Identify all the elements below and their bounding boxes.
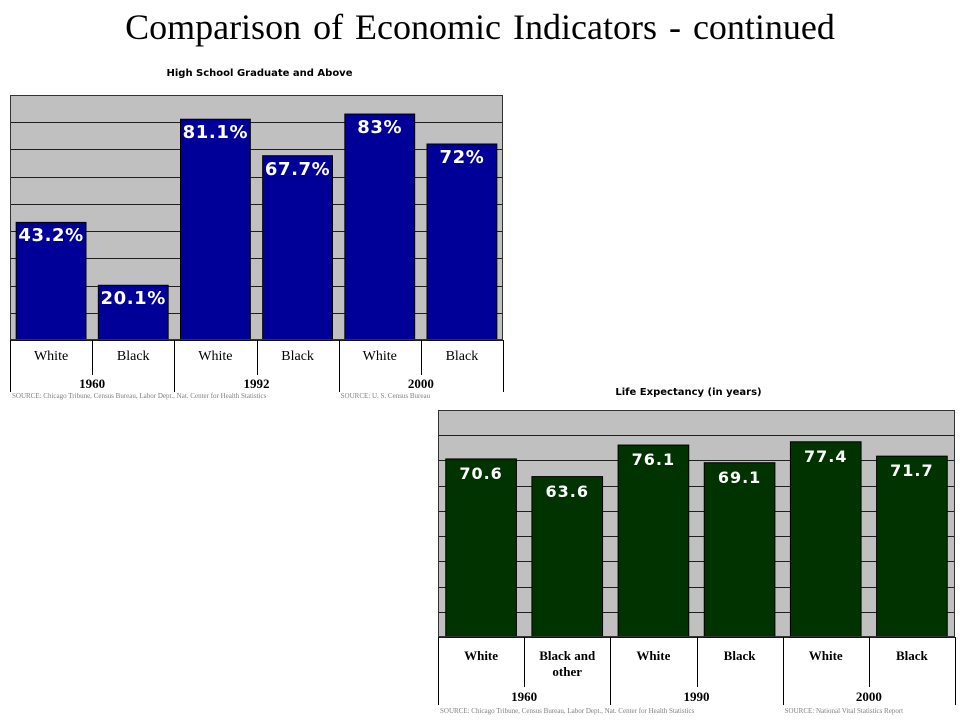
year-label-2000: 2000 [407, 376, 434, 391]
category-label-white: White [33, 349, 69, 364]
data-label-black-1960: 20.1% [100, 288, 166, 310]
bar-black-2000 [876, 455, 948, 638]
source-note: SOURCE: National Vital Statistics Report [784, 707, 904, 715]
source-note: SOURCE: U. S. Census Bureau [340, 392, 431, 400]
year-label-1990: 1990 [683, 689, 710, 704]
slide-title: Comparison of Economic Indicators - cont… [125, 7, 835, 47]
category-label-black: Black [723, 648, 756, 663]
year-label-2000: 2000 [855, 689, 882, 704]
data-label-black-2000: 72% [439, 147, 485, 168]
category-label-black: Black [281, 349, 314, 364]
plot-area [10, 95, 503, 340]
plot-border [438, 410, 955, 637]
chart-title: Life Expectancy (in years) [615, 387, 762, 398]
category-label-black-and-other: Black and other [539, 648, 596, 679]
data-label-white-2000: 83% [357, 117, 403, 139]
data-label-white-1960: 70.6 [459, 463, 503, 483]
bar-white-1960 [445, 458, 517, 638]
category-label-white: White [198, 349, 233, 364]
category-label-white: White [636, 648, 671, 663]
year-label-1960: 1960 [79, 376, 106, 391]
bar-white-1990 [617, 444, 690, 638]
bar-white-2000 [344, 113, 416, 341]
data-label-white-1960: 43.2% [18, 225, 84, 247]
source-note: SOURCE: Chicago Tribune, Census Bureau, … [440, 707, 695, 715]
data-label-black-2000: 71.7 [890, 461, 934, 481]
bar-white-1960 [15, 221, 87, 341]
data-label-white-2000: 77.4 [803, 446, 848, 466]
plot-border [10, 95, 503, 340]
data-label-black-1992: 67.7% [264, 158, 331, 180]
category-label-black: Black [445, 349, 479, 364]
data-label-black-1990: 69.1 [717, 467, 762, 487]
bar-black-2000 [426, 143, 498, 341]
bar-black-1992 [262, 155, 333, 341]
bar-black-1990 [703, 462, 776, 638]
category-label-black: Black [896, 648, 928, 663]
data-label-white-1990: 76.1 [631, 450, 676, 470]
category-label-white: White [464, 648, 499, 663]
category-label-white: White [808, 648, 843, 663]
category-label-white: White [362, 349, 397, 364]
plot-area [438, 410, 955, 637]
category-label-black: Black [116, 349, 150, 364]
chart-title: High School Graduate and Above [166, 68, 353, 79]
data-label-white-1992: 81.1% [182, 122, 249, 144]
data-label-black-and-other-1960: 63.6 [545, 481, 589, 501]
bar-white-2000 [789, 441, 862, 638]
year-label-1992: 1992 [243, 376, 270, 391]
source-note: SOURCE: Chicago Tribune, Census Bureau, … [12, 392, 267, 400]
bar-black-and-other-1960 [531, 476, 604, 638]
year-label-1960: 1960 [511, 689, 538, 704]
